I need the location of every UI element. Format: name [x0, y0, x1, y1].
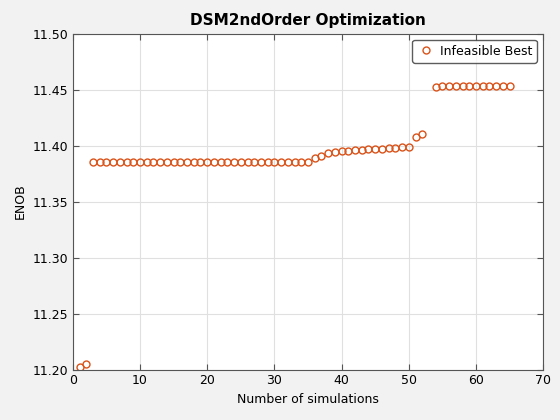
X-axis label: Number of simulations: Number of simulations	[237, 393, 379, 406]
Y-axis label: ENOB: ENOB	[13, 184, 27, 220]
Legend: Infeasible Best: Infeasible Best	[412, 40, 537, 63]
Infeasible Best	[76, 365, 83, 370]
Infeasible Best	[284, 160, 291, 165]
Infeasible Best	[352, 147, 358, 152]
Infeasible Best	[439, 84, 446, 89]
Infeasible Best	[506, 84, 513, 89]
Infeasible Best	[130, 160, 137, 165]
Infeasible Best	[251, 160, 258, 165]
Title: DSM2ndOrder Optimization: DSM2ndOrder Optimization	[190, 13, 426, 28]
Infeasible Best	[311, 155, 318, 160]
Infeasible Best	[345, 149, 352, 154]
Line: Infeasible Best: Infeasible Best	[76, 83, 513, 371]
